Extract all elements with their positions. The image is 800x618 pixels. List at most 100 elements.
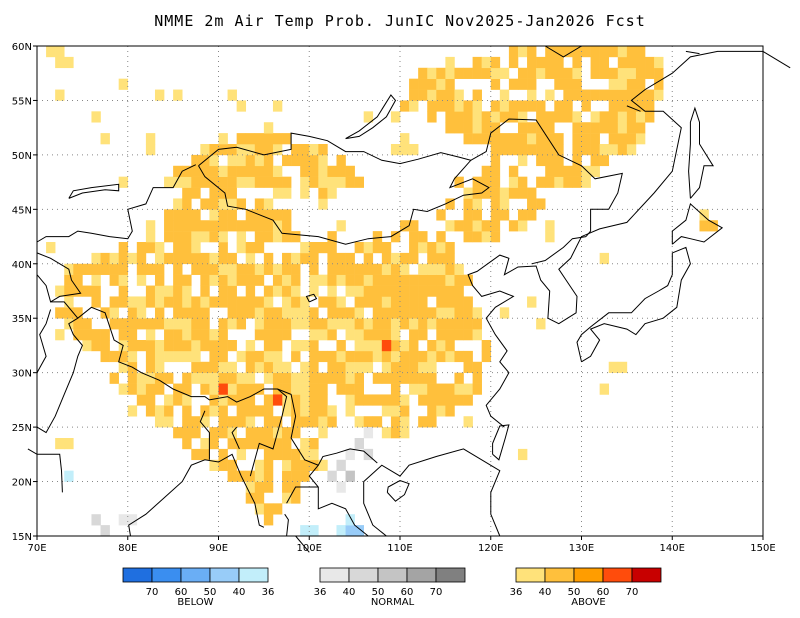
- legend-tick-label: 50: [568, 587, 581, 598]
- prob-cell: [291, 340, 301, 352]
- legend-tick-label: 40: [233, 587, 246, 598]
- prob-cell: [409, 383, 419, 395]
- prob-cell: [200, 165, 210, 177]
- prob-cell: [445, 111, 455, 123]
- prob-cell: [699, 220, 709, 232]
- prob-cell: [200, 383, 210, 395]
- prob-cell: [263, 427, 274, 439]
- prob-cell: [318, 198, 328, 210]
- prob-cell: [245, 350, 256, 363]
- prob-cell: [390, 252, 401, 265]
- prob-cell: [481, 340, 492, 352]
- coastline-path: [199, 410, 210, 460]
- prob-cell: [209, 209, 219, 221]
- prob-cell: [300, 242, 310, 254]
- prob-cell: [345, 176, 355, 188]
- prob-cell: [472, 318, 482, 330]
- prob-cell: [272, 209, 283, 221]
- prob-cell: [418, 307, 428, 319]
- prob-cell: [309, 340, 319, 352]
- prob-cell: [136, 263, 147, 275]
- prob-cell: [282, 481, 292, 493]
- prob-cell: [463, 274, 473, 286]
- coastline-path: [762, 50, 791, 69]
- prob-cell: [109, 296, 119, 308]
- prob-cell: [227, 361, 237, 373]
- prob-cell: [236, 133, 247, 145]
- prob-cell: [427, 89, 437, 101]
- prob-cell: [654, 89, 664, 101]
- prob-cell: [300, 470, 310, 482]
- prob-cell: [472, 329, 482, 341]
- prob-cell: [400, 285, 410, 297]
- prob-cell: [626, 100, 637, 112]
- prob-cell: [318, 176, 328, 188]
- prob-cell: [254, 176, 265, 188]
- prob-cell: [272, 503, 283, 515]
- prob-cell: [490, 144, 501, 156]
- legend-swatch: [515, 567, 546, 583]
- prob-cell: [145, 220, 156, 232]
- prob-cell: [481, 122, 492, 134]
- prob-cell: [182, 372, 192, 384]
- legend-title: NORMAL: [371, 597, 415, 608]
- prob-cell: [254, 481, 265, 493]
- prob-cell: [454, 122, 464, 134]
- prob-cell: [490, 198, 501, 210]
- prob-cell: [309, 329, 319, 341]
- prob-cell: [454, 100, 464, 112]
- prob-cell: [445, 274, 455, 286]
- prob-cell: [236, 242, 247, 254]
- prob-cell: [254, 329, 265, 341]
- prob-cell: [536, 176, 546, 188]
- prob-cell: [345, 318, 355, 330]
- prob-cell: [173, 285, 183, 297]
- legend-tick-label: 50: [204, 587, 217, 598]
- prob-cell: [381, 427, 392, 439]
- prob-cell: [409, 274, 419, 286]
- legend-tick-label: 70: [146, 587, 159, 598]
- prob-cell: [599, 252, 610, 265]
- prob-cell: [282, 252, 292, 265]
- prob-cell: [608, 144, 619, 156]
- prob-cell: [145, 372, 156, 384]
- prob-cell: [418, 89, 428, 101]
- prob-cell: [390, 263, 401, 275]
- prob-cell: [145, 405, 156, 417]
- prob-cell: [372, 340, 383, 352]
- prob-cell: [345, 252, 355, 265]
- prob-cell: [309, 274, 319, 286]
- prob-cell: [272, 176, 283, 188]
- prob-cell: [626, 111, 637, 123]
- legend-swatch: [180, 567, 211, 583]
- prob-cell: [508, 78, 519, 90]
- prob-cell: [209, 438, 219, 450]
- prob-cell: [245, 394, 256, 406]
- prob-cell: [336, 263, 346, 275]
- prob-cell: [145, 318, 156, 330]
- prob-cell: [236, 220, 247, 232]
- legend-swatch: [151, 567, 182, 583]
- prob-cell: [445, 394, 455, 406]
- prob-cell: [282, 231, 292, 243]
- prob-cell: [254, 154, 265, 167]
- prob-cell: [517, 67, 528, 79]
- prob-cell: [427, 350, 437, 363]
- prob-cell: [390, 274, 401, 286]
- prob-cell: [418, 78, 428, 90]
- prob-cell: [527, 209, 537, 221]
- prob-cell: [527, 78, 537, 90]
- prob-cell: [445, 67, 455, 79]
- prob-cell: [191, 242, 201, 254]
- prob-cell: [372, 394, 383, 406]
- prob-cell: [436, 209, 446, 221]
- prob-cell: [309, 165, 319, 177]
- prob-cell: [427, 242, 437, 254]
- prob-cell: [91, 274, 101, 286]
- prob-cell: [209, 340, 219, 352]
- prob-cell: [282, 361, 292, 373]
- prob-cell: [454, 350, 464, 363]
- prob-cell: [263, 481, 274, 493]
- prob-cell: [254, 427, 265, 439]
- prob-cell: [436, 296, 446, 308]
